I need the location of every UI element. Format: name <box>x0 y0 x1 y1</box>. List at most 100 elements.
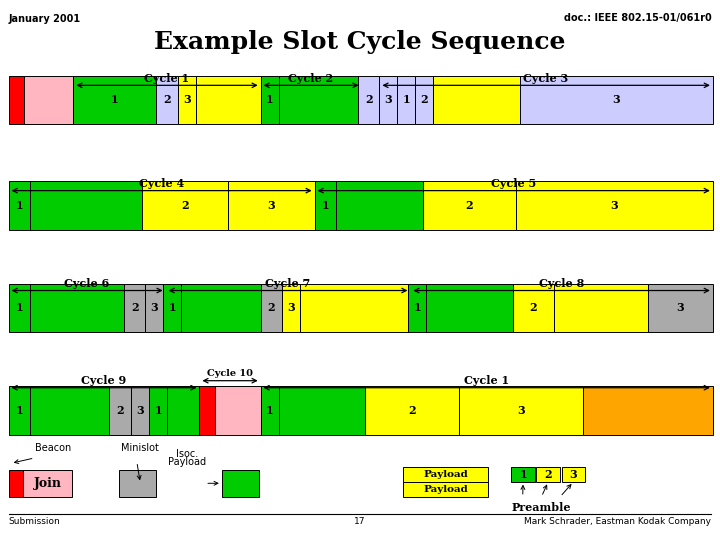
Bar <box>215 386 261 435</box>
Bar <box>163 284 181 332</box>
Text: Cycle 2: Cycle 2 <box>289 73 333 84</box>
Text: 3: 3 <box>150 302 158 313</box>
Text: Example Slot Cycle Sequence: Example Slot Cycle Sequence <box>154 30 566 53</box>
Text: 3: 3 <box>287 302 295 313</box>
Bar <box>315 181 336 230</box>
Bar <box>415 76 433 124</box>
Text: 2: 2 <box>131 302 138 313</box>
Bar <box>554 284 648 332</box>
Bar <box>199 386 215 435</box>
Bar <box>648 284 713 332</box>
Text: Cycle 8: Cycle 8 <box>539 278 584 289</box>
Text: 1: 1 <box>519 469 527 480</box>
Bar <box>513 284 554 332</box>
Text: 1: 1 <box>111 94 119 105</box>
Bar <box>358 76 379 124</box>
Text: 2: 2 <box>544 469 552 480</box>
Text: Mark Schrader, Eastman Kodak Company: Mark Schrader, Eastman Kodak Company <box>524 517 711 526</box>
Bar <box>261 76 279 124</box>
Bar <box>181 284 261 332</box>
Text: 2: 2 <box>181 200 189 211</box>
Bar <box>336 181 423 230</box>
Bar <box>9 284 30 332</box>
Text: Cycle 1: Cycle 1 <box>145 73 189 84</box>
Text: Cycle 4: Cycle 4 <box>139 178 184 189</box>
Text: Preamble: Preamble <box>512 502 571 513</box>
Bar <box>178 76 196 124</box>
Text: January 2001: January 2001 <box>9 14 81 24</box>
Bar <box>279 386 365 435</box>
Bar <box>403 467 488 482</box>
Bar <box>459 386 583 435</box>
Text: 1: 1 <box>266 405 274 416</box>
Bar <box>167 386 199 435</box>
Text: 2: 2 <box>365 94 372 105</box>
Text: 3: 3 <box>136 405 144 416</box>
Text: 1: 1 <box>154 405 162 416</box>
Bar <box>9 470 23 497</box>
Text: 1: 1 <box>413 302 421 313</box>
Text: Minislot: Minislot <box>121 442 159 453</box>
Bar <box>279 76 358 124</box>
Text: 2: 2 <box>420 94 428 105</box>
Bar <box>145 284 163 332</box>
Bar <box>408 284 426 332</box>
Text: Payload: Payload <box>423 470 468 478</box>
Bar <box>196 76 261 124</box>
Text: 3: 3 <box>570 469 577 480</box>
Text: Join: Join <box>34 477 61 490</box>
Text: 3: 3 <box>517 405 525 416</box>
Bar <box>30 181 142 230</box>
Text: 3: 3 <box>613 94 620 105</box>
Text: Cycle 7: Cycle 7 <box>266 278 310 289</box>
Bar <box>261 386 279 435</box>
Text: Payload: Payload <box>423 485 468 494</box>
Bar <box>379 76 397 124</box>
Bar <box>30 284 124 332</box>
Text: 1: 1 <box>16 405 23 416</box>
Bar <box>261 284 282 332</box>
Bar <box>9 181 30 230</box>
Text: 1: 1 <box>16 200 23 211</box>
Text: Submission: Submission <box>9 517 60 526</box>
Text: 3: 3 <box>183 94 191 105</box>
Text: Beacon: Beacon <box>35 442 71 453</box>
Text: 2: 2 <box>163 94 171 105</box>
Bar <box>156 76 178 124</box>
Text: Cycle 10: Cycle 10 <box>207 369 253 378</box>
Bar <box>536 467 560 482</box>
Text: Cycle 5: Cycle 5 <box>491 178 536 189</box>
Text: 3: 3 <box>268 200 275 211</box>
Bar <box>426 284 513 332</box>
Bar <box>520 76 713 124</box>
Text: Cycle 9: Cycle 9 <box>81 375 127 386</box>
Bar <box>119 470 156 497</box>
Text: 3: 3 <box>677 302 684 313</box>
Bar <box>222 470 259 497</box>
Bar <box>397 76 415 124</box>
Text: 1: 1 <box>16 302 23 313</box>
Text: 1: 1 <box>266 94 274 105</box>
Text: 1: 1 <box>322 200 329 211</box>
Text: Payload: Payload <box>168 457 206 467</box>
Text: doc.: IEEE 802.15-01/061r0: doc.: IEEE 802.15-01/061r0 <box>564 14 711 24</box>
Bar <box>23 470 72 497</box>
Bar <box>423 181 516 230</box>
Bar <box>365 386 459 435</box>
Bar <box>149 386 167 435</box>
Bar <box>73 76 156 124</box>
Text: 1: 1 <box>402 94 410 105</box>
Bar <box>24 76 73 124</box>
Bar <box>300 284 408 332</box>
Text: 3: 3 <box>611 200 618 211</box>
Bar <box>516 181 713 230</box>
Text: 17: 17 <box>354 517 366 526</box>
Bar <box>562 467 585 482</box>
Bar <box>30 386 109 435</box>
Text: Isoc.: Isoc. <box>176 449 198 459</box>
Text: Cycle 3: Cycle 3 <box>523 73 569 84</box>
Bar <box>282 284 300 332</box>
Bar <box>583 386 713 435</box>
Bar <box>433 76 520 124</box>
Text: 1: 1 <box>168 302 176 313</box>
